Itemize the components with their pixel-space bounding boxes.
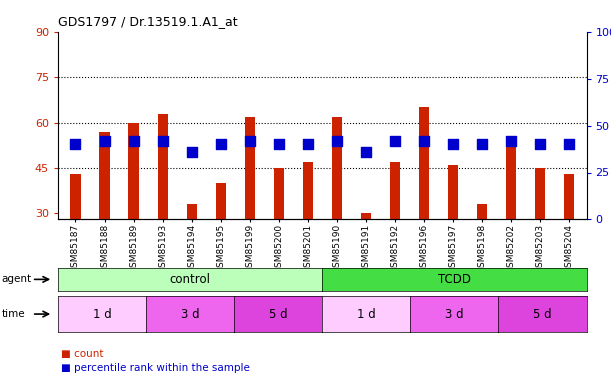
Point xyxy=(71,141,81,147)
Text: 5 d: 5 d xyxy=(533,308,552,321)
Point xyxy=(158,138,167,144)
Point xyxy=(245,138,255,144)
Point xyxy=(274,141,284,147)
Bar xyxy=(564,174,574,219)
Point xyxy=(390,138,400,144)
Point xyxy=(564,141,574,147)
Text: 3 d: 3 d xyxy=(445,308,464,321)
Bar xyxy=(158,114,167,219)
Text: ■ count: ■ count xyxy=(61,350,104,359)
Text: TCDD: TCDD xyxy=(438,273,471,286)
Text: control: control xyxy=(170,273,211,286)
Bar xyxy=(535,168,545,219)
Point xyxy=(332,138,342,144)
Bar xyxy=(419,108,429,219)
Point xyxy=(361,149,371,155)
Bar xyxy=(100,132,109,219)
Bar xyxy=(302,162,313,219)
Text: 1 d: 1 d xyxy=(357,308,376,321)
Text: time: time xyxy=(1,309,25,319)
Text: agent: agent xyxy=(1,274,31,284)
Bar xyxy=(506,138,516,219)
Bar xyxy=(390,162,400,219)
Point xyxy=(129,138,139,144)
Bar xyxy=(360,213,371,219)
Point xyxy=(100,138,109,144)
Point xyxy=(187,149,197,155)
Point xyxy=(303,141,313,147)
Text: 1 d: 1 d xyxy=(93,308,111,321)
Point xyxy=(448,141,458,147)
Point xyxy=(216,141,225,147)
Point xyxy=(535,141,545,147)
Bar xyxy=(448,165,458,219)
Bar xyxy=(274,168,284,219)
Text: 3 d: 3 d xyxy=(181,308,199,321)
Bar xyxy=(128,123,139,219)
Text: 5 d: 5 d xyxy=(269,308,288,321)
Bar xyxy=(477,204,487,219)
Point xyxy=(419,138,429,144)
Bar xyxy=(244,117,255,219)
Text: GDS1797 / Dr.13519.1.A1_at: GDS1797 / Dr.13519.1.A1_at xyxy=(58,15,238,28)
Text: ■ percentile rank within the sample: ■ percentile rank within the sample xyxy=(61,363,250,373)
Bar xyxy=(186,204,197,219)
Bar xyxy=(216,183,225,219)
Point xyxy=(506,138,516,144)
Bar xyxy=(70,174,81,219)
Bar xyxy=(332,117,342,219)
Point xyxy=(477,141,487,147)
